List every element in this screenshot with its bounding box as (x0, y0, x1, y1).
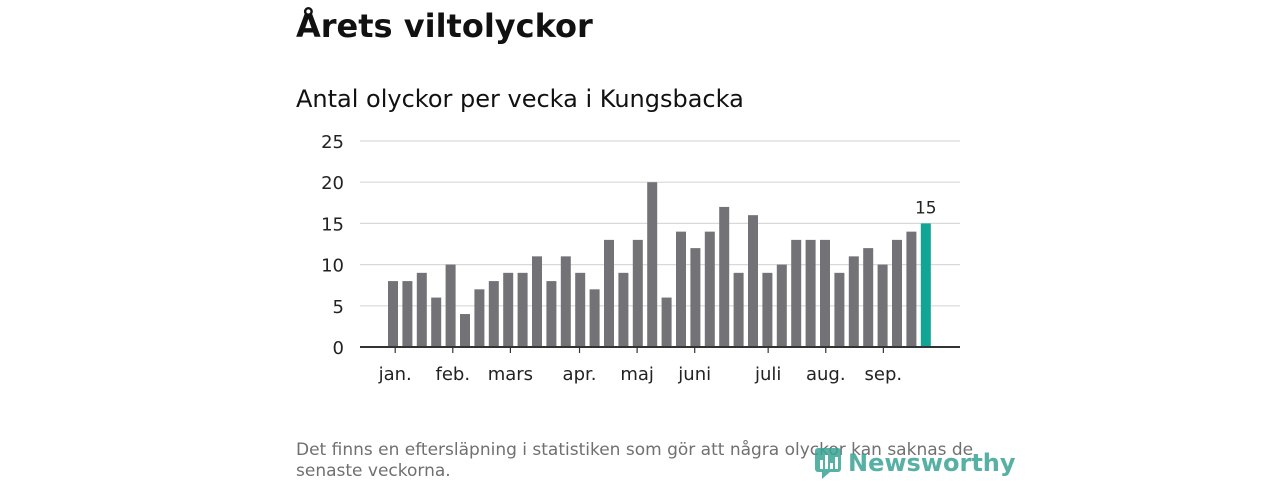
bar (416, 272, 427, 347)
newsworthy-logo-text: Newsworthy (848, 449, 1016, 477)
y-tick-label: 5 (333, 297, 344, 318)
bar (474, 289, 485, 347)
bar (388, 281, 398, 347)
bar (575, 272, 586, 347)
x-tick-label: sep. (865, 364, 903, 385)
bar (460, 314, 470, 347)
bar-chart: 0 5 10 15 20 25 15 jan. feb. mars apr. maj juni juli a… (321, 132, 960, 385)
x-tick-label: apr. (563, 364, 597, 385)
bar (560, 256, 571, 347)
bar (618, 272, 629, 347)
bar (748, 215, 758, 347)
x-tick-label: jan. (378, 364, 412, 385)
x-tick-label: maj (620, 364, 654, 385)
bar (632, 239, 643, 347)
x-tick-label: feb. (436, 364, 471, 385)
bar (676, 231, 686, 347)
data-label: 15 (915, 198, 937, 218)
bar (820, 239, 830, 347)
x-tick-label: mars (488, 364, 533, 385)
bar (776, 264, 787, 347)
bar (704, 231, 715, 347)
bar (733, 272, 744, 347)
bar (719, 206, 730, 347)
bar (805, 239, 816, 347)
bar (402, 281, 413, 347)
page-title: Årets viltolyckor (296, 7, 593, 45)
bar-highlight (920, 223, 931, 347)
bar (892, 239, 902, 347)
footnote: Det finns en eftersläpning i statistiken… (296, 440, 974, 481)
bar (906, 231, 917, 347)
bar (661, 297, 672, 347)
bar (431, 297, 442, 347)
bar (791, 239, 802, 347)
bar (445, 264, 456, 347)
bar (517, 272, 528, 347)
bar (532, 256, 542, 347)
x-tick-label: juni (677, 364, 711, 385)
bar (834, 272, 845, 347)
bar (647, 182, 658, 347)
bar (488, 281, 499, 347)
y-tick-label: 25 (321, 132, 344, 153)
newsworthy-logo-icon (815, 448, 841, 479)
x-tick-label: juli (754, 364, 781, 385)
y-tick-label: 10 (321, 256, 344, 277)
x-tick-label: aug. (806, 364, 846, 385)
bar (604, 239, 614, 347)
newsworthy-logo: Newsworthy (814, 446, 1016, 480)
y-tick-label: 20 (321, 173, 344, 194)
bar (589, 289, 600, 347)
bar (863, 248, 874, 347)
bar (503, 272, 514, 347)
chart-title: Antal olyckor per vecka i Kungsbacka (296, 85, 744, 113)
bar (546, 281, 557, 347)
bar (877, 264, 888, 347)
y-tick-label: 15 (321, 214, 344, 235)
bar (848, 256, 859, 347)
bar (690, 248, 701, 347)
bar (762, 272, 773, 347)
y-tick-label: 0 (333, 338, 344, 359)
